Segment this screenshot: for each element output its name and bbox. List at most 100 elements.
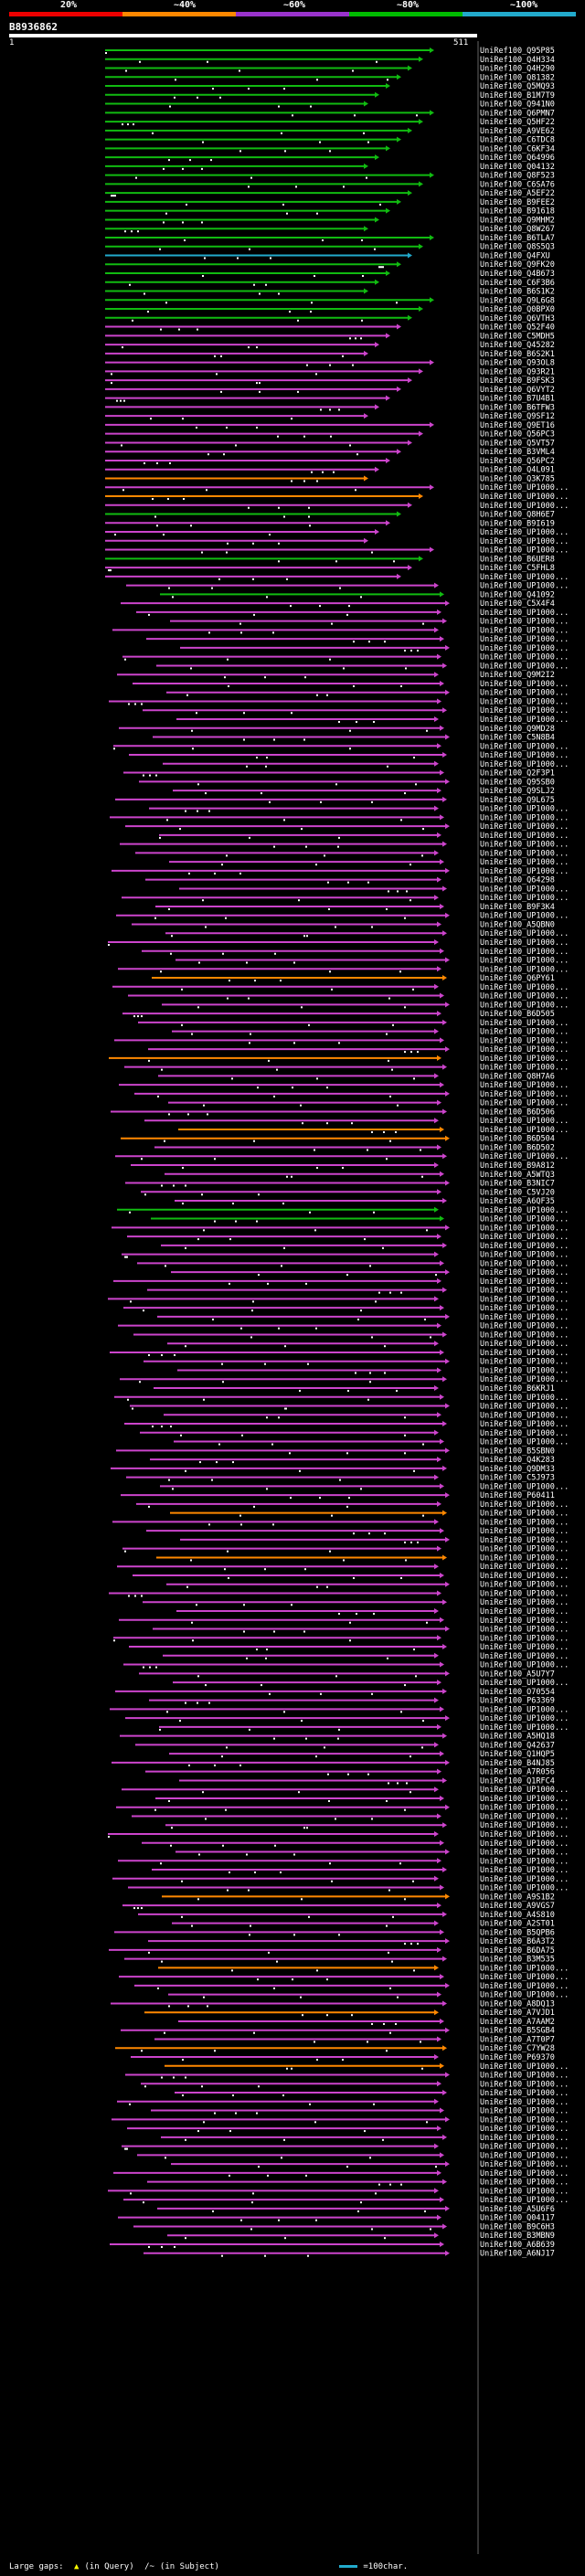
hit-label[interactable]: UniRef100_A2ST01 [480, 1920, 555, 1929]
hit-label[interactable]: UniRef100_UP1000... [480, 2072, 569, 2081]
hit-row[interactable]: UniRef100_UP1000... [114, 1394, 569, 1403]
hit-label[interactable]: UniRef100_UP1000... [480, 885, 569, 894]
hit-row[interactable]: UniRef100_UP1000... [136, 609, 569, 618]
hit-row[interactable]: UniRef100_Q4B673 [105, 270, 555, 279]
hit-row[interactable]: UniRef100_Q5HF22 [105, 118, 555, 127]
hit-row[interactable]: UniRef100_UP1000... [133, 1330, 569, 1340]
hit-label[interactable]: UniRef100_UP1000... [480, 1322, 569, 1331]
hit-label[interactable]: UniRef100_B9I619 [480, 519, 555, 528]
hit-label[interactable]: UniRef100_C6KF34 [480, 144, 555, 154]
hit-row[interactable]: UniRef100_C5X4F4 [121, 599, 555, 609]
hit-row[interactable]: UniRef100_UP1000... [167, 1340, 569, 1349]
hit-label[interactable]: UniRef100_UP1000... [480, 662, 569, 671]
hit-label[interactable]: UniRef100_A5HQ18 [480, 1733, 555, 1742]
hit-row[interactable]: UniRef100_A6B639 [110, 2241, 555, 2250]
hit-row[interactable]: UniRef100_UP1000... [177, 1366, 569, 1375]
hit-label[interactable]: UniRef100_B6D505 [480, 1010, 555, 1019]
hit-label[interactable]: UniRef100_UP1000... [480, 2151, 569, 2160]
hit-label[interactable]: UniRef100_UP1000... [480, 1268, 569, 1277]
hit-row[interactable]: UniRef100_B6S1K2 [105, 288, 555, 297]
hit-label[interactable]: UniRef100_UP1000... [480, 1598, 569, 1607]
hit-row[interactable]: UniRef100_UP1000... [158, 1964, 569, 1973]
hit-row[interactable]: UniRef100_UP1000... [151, 1215, 569, 1224]
hit-row[interactable]: UniRef100_UP1000... [105, 573, 569, 582]
hit-row[interactable]: UniRef100_C5J973 [126, 1474, 555, 1483]
hit-row[interactable]: UniRef100_Q64996 [105, 154, 555, 163]
hit-label[interactable]: UniRef100_UP1000... [480, 2178, 569, 2188]
hit-label[interactable]: UniRef100_UP1000... [480, 1438, 569, 1447]
hit-row[interactable]: UniRef100_C5VJ20 [141, 1188, 555, 1197]
hit-label[interactable]: UniRef100_Q9L675 [480, 796, 555, 805]
hit-label[interactable]: UniRef100_UP1000... [480, 1242, 569, 1251]
hit-row[interactable]: UniRef100_Q5VT57 [105, 439, 555, 448]
hit-label[interactable]: UniRef100_UP1000... [480, 1215, 569, 1224]
hit-label[interactable]: UniRef100_UP1000... [480, 706, 569, 716]
hit-label[interactable]: UniRef100_UP1000... [480, 573, 569, 582]
hit-label[interactable]: UniRef100_A6NJ17 [480, 2250, 555, 2259]
hit-label[interactable]: UniRef100_O70554 [480, 1688, 555, 1697]
hit-row[interactable]: UniRef100_UP1000... [180, 1536, 569, 1545]
hit-row[interactable]: UniRef100_UP1000... [112, 1518, 569, 1527]
hit-label[interactable]: UniRef100_A6QF35 [480, 1197, 555, 1206]
hit-label[interactable]: UniRef100_UP1000... [480, 1786, 569, 1795]
hit-label[interactable]: UniRef100_Q8W267 [480, 225, 555, 234]
hit-label[interactable]: UniRef100_Q6PY61 [480, 974, 555, 983]
hit-label[interactable]: UniRef100_UP1000... [480, 2169, 569, 2178]
hit-label[interactable]: UniRef100_UP1000... [480, 1277, 569, 1287]
hit-row[interactable]: UniRef100_UP1000... [129, 751, 569, 760]
hit-label[interactable]: UniRef100_UP1000... [480, 1617, 569, 1626]
hit-row[interactable]: UniRef100_C5MDH5 [105, 332, 555, 341]
hit-row[interactable]: UniRef100_UP1000... [142, 1839, 569, 1849]
hit-label[interactable]: UniRef100_B9F3K4 [480, 903, 555, 912]
hit-label[interactable]: UniRef100_UP1000... [480, 1045, 569, 1055]
hit-row[interactable]: UniRef100_Q9L6G8 [105, 296, 555, 305]
hit-label[interactable]: UniRef100_B7U4B1 [480, 395, 555, 404]
hit-row[interactable]: UniRef100_UP1000... [105, 483, 569, 493]
hit-label[interactable]: UniRef100_B3VML4 [480, 448, 555, 457]
hit-label[interactable]: UniRef100_UP1000... [480, 716, 569, 725]
hit-row[interactable]: UniRef100_B3MBN9 [167, 2231, 555, 2241]
hit-label[interactable]: UniRef100_UP1000... [480, 582, 569, 591]
hit-label[interactable]: UniRef100_UP1000... [480, 1420, 569, 1429]
hit-label[interactable]: UniRef100_Q81382 [480, 73, 555, 82]
hit-label[interactable]: UniRef100_Q64298 [480, 876, 555, 885]
hit-row[interactable]: UniRef100_UP1000... [113, 742, 569, 751]
hit-row[interactable]: UniRef100_C5N8B4 [153, 734, 555, 743]
hit-label[interactable]: UniRef100_UP1000... [480, 1233, 569, 1242]
hit-label[interactable]: UniRef100_UP1000... [480, 1563, 569, 1572]
hit-row[interactable]: UniRef100_UP1000... [119, 1081, 569, 1090]
hit-row[interactable]: UniRef100_Q6VYT2 [105, 386, 555, 395]
hit-label[interactable]: UniRef100_B9C6H3 [480, 2222, 555, 2231]
hit-row[interactable]: UniRef100_UP1000... [108, 1295, 569, 1304]
hit-label[interactable]: UniRef100_B5SBN0 [480, 1447, 555, 1456]
hit-label[interactable]: UniRef100_UP1000... [480, 983, 569, 992]
hit-label[interactable]: UniRef100_UP1000... [480, 1206, 569, 1215]
hit-label[interactable]: UniRef100_Q52F40 [480, 323, 555, 333]
hit-row[interactable]: UniRef100_B5SGB4 [121, 2027, 555, 2036]
hit-label[interactable]: UniRef100_UP1000... [480, 832, 569, 841]
hit-label[interactable]: UniRef100_UP1000... [480, 1330, 569, 1340]
hit-row[interactable]: UniRef100_UP1000... [114, 1036, 569, 1045]
hit-label[interactable]: UniRef100_B6D504 [480, 1135, 555, 1144]
hit-label[interactable]: UniRef100_UP1000... [480, 1064, 569, 1073]
hit-label[interactable]: UniRef100_UP1000... [480, 2115, 569, 2125]
hit-label[interactable]: UniRef100_C6TDC8 [480, 136, 555, 145]
hit-row[interactable]: UniRef100_UP1000... [144, 1358, 569, 1367]
hit-label[interactable]: UniRef100_Q4H334 [480, 56, 555, 65]
hit-label[interactable]: UniRef100_Q9MHM2 [480, 216, 555, 225]
hit-row[interactable]: UniRef100_UP1000... [110, 1349, 569, 1358]
hit-label[interactable]: UniRef100_UP1000... [480, 1099, 569, 1108]
hit-row[interactable]: UniRef100_A9S1B2 [162, 1892, 555, 1902]
hit-label[interactable]: UniRef100_UP1000... [480, 1643, 569, 1652]
hit-label[interactable]: UniRef100_Q6VYT2 [480, 386, 555, 395]
hit-label[interactable]: UniRef100_C7YW28 [480, 2044, 555, 2053]
hit-row[interactable]: UniRef100_Q41092 [160, 590, 555, 599]
hit-row[interactable]: UniRef100_Q1HQP5 [169, 1750, 555, 1759]
hit-label[interactable]: UniRef100_UP1000... [480, 965, 569, 974]
hit-label[interactable]: UniRef100_Q0BPX0 [480, 305, 555, 314]
hit-row[interactable]: UniRef100_Q8H7A6 [158, 1072, 555, 1081]
hit-label[interactable]: UniRef100_UP1000... [480, 1081, 569, 1090]
hit-row[interactable]: UniRef100_Q8S5Q3 [105, 243, 555, 252]
hit-label[interactable]: UniRef100_Q95SB0 [480, 778, 555, 787]
hit-row[interactable]: UniRef100_UP1000... [109, 1055, 569, 1064]
